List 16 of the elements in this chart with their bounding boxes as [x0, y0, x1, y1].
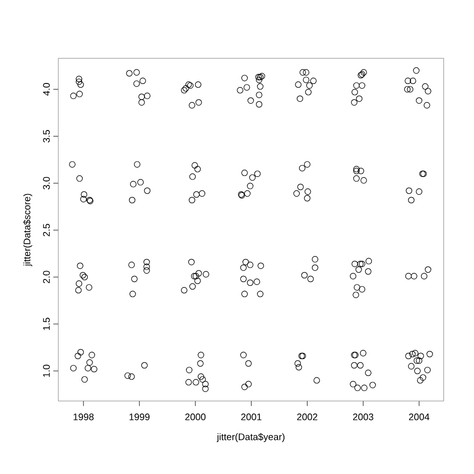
x-tick-label: 2004 — [409, 414, 430, 420]
x-tick-label: 2000 — [185, 414, 206, 420]
x-tick-label: 1999 — [130, 414, 150, 420]
x-tick-label: 1998 — [74, 414, 94, 420]
x-axis-title: jitter(Data$year) — [216, 433, 284, 442]
y-tick-label: 2.0 — [43, 270, 50, 284]
y-tick-label: 1.0 — [43, 364, 50, 377]
y-tick-label: 1.5 — [43, 318, 50, 330]
x-tick-label: 2001 — [241, 414, 262, 420]
y-axis-title: jitter(Data$score) — [23, 194, 32, 266]
y-tick-label: 4.0 — [43, 83, 50, 96]
y-tick-label: 3.5 — [43, 130, 50, 142]
y-tick-label: 3.0 — [43, 176, 50, 190]
x-tick-label: 2003 — [353, 414, 374, 420]
x-tick-label: 2002 — [297, 414, 318, 420]
y-tick-label: 2.5 — [43, 224, 50, 236]
